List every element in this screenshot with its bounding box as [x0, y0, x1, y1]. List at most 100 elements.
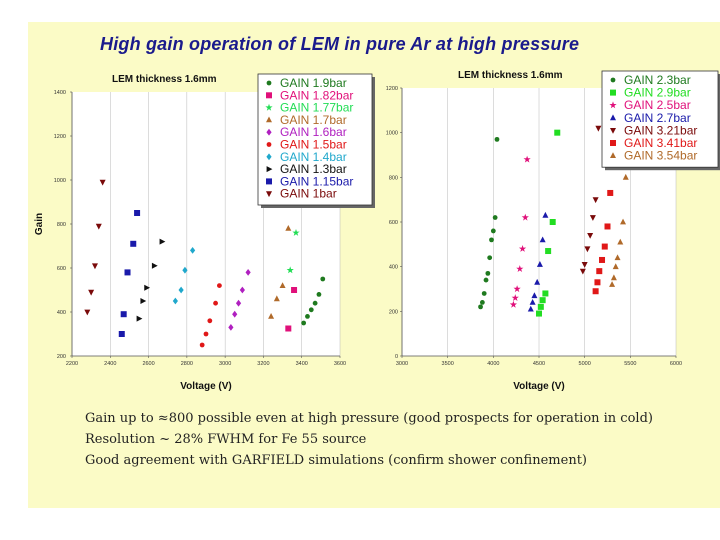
legend-marker [610, 128, 616, 134]
bullet-list: Gain up to ≈800 possible even at high pr… [85, 408, 653, 471]
data-point [594, 279, 601, 286]
data-point [617, 238, 624, 245]
legend-marker [266, 191, 272, 198]
data-point [554, 129, 561, 136]
data-point [305, 314, 310, 319]
x-tick-label: 2600 [142, 361, 154, 367]
data-point [518, 245, 527, 252]
data-point [199, 342, 205, 348]
legend-label: GAIN 1.5bar [280, 138, 347, 152]
data-point [239, 286, 245, 294]
data-point [536, 261, 543, 267]
data-point [481, 291, 487, 296]
data-point [268, 313, 275, 319]
data-point [494, 136, 500, 142]
data-point [537, 303, 544, 310]
data-point [511, 294, 519, 301]
legend-marker [610, 140, 616, 146]
data-point [542, 211, 549, 218]
y-tick-label: 200 [389, 309, 398, 315]
data-point [592, 288, 599, 295]
y-tick-label: 400 [57, 310, 66, 316]
legend-marker [265, 103, 273, 111]
legend-marker [266, 116, 272, 123]
data-point [292, 229, 300, 236]
x-tick-label: 6000 [670, 361, 682, 367]
y-tick-label: 600 [57, 266, 66, 272]
data-point [182, 266, 188, 274]
data-point [536, 310, 542, 317]
legend-marker [610, 77, 616, 83]
legend-label: GAIN 1.6bar [280, 125, 347, 139]
x-tick-label: 2200 [66, 361, 78, 367]
x-tick-label: 3500 [442, 361, 454, 367]
data-point [513, 285, 521, 293]
data-point [490, 228, 496, 234]
data-point [312, 300, 318, 306]
x-tick-label: 4500 [533, 361, 545, 367]
legend-marker [610, 89, 616, 96]
y-tick-label: 1400 [54, 90, 66, 96]
legend-marker [266, 178, 272, 185]
data-point [599, 256, 606, 263]
data-point [134, 210, 141, 216]
legend-label: GAIN 1.15bar [280, 174, 353, 188]
chart-title: LEM thickness 1.6mm [458, 70, 563, 81]
x-tick-label: 3000 [219, 361, 231, 367]
data-point [521, 213, 529, 221]
legend-label: GAIN 2.5bar [624, 98, 691, 112]
legend-marker [609, 101, 617, 109]
data-point [587, 233, 594, 239]
legend-marker [610, 114, 616, 121]
data-point [620, 218, 627, 225]
data-point [595, 125, 602, 132]
data-point [531, 292, 538, 299]
data-point [483, 277, 489, 283]
y-axis-label: Gain [34, 213, 45, 235]
y-tick-label: 200 [57, 354, 66, 360]
legend-label: GAIN 2.9bar [624, 86, 691, 100]
data-point [88, 289, 95, 296]
data-point [612, 263, 619, 270]
data-point [178, 286, 184, 294]
data-point [286, 266, 294, 274]
data-point [120, 311, 127, 318]
legend-marker [266, 80, 272, 86]
data-point [203, 331, 209, 337]
x-axis-label: Voltage (V) [513, 381, 564, 392]
y-tick-label: 1000 [386, 131, 398, 137]
x-tick-label: 3000 [396, 361, 408, 367]
data-point [291, 287, 298, 293]
y-tick-label: 0 [395, 354, 398, 360]
data-point [604, 223, 611, 230]
x-axis-label: Voltage (V) [180, 381, 231, 392]
x-tick-label: 2800 [181, 361, 193, 367]
data-point [228, 324, 234, 331]
legend-marker [266, 142, 272, 147]
y-tick-label: 1200 [386, 86, 398, 92]
data-point [320, 276, 326, 282]
bullet-item: Gain up to ≈800 possible even at high pr… [85, 411, 653, 426]
x-tick-label: 3600 [334, 361, 346, 367]
legend-box [257, 73, 373, 206]
y-tick-label: 1000 [54, 178, 66, 184]
data-point [235, 299, 242, 307]
data-point [509, 300, 517, 308]
data-point [217, 283, 222, 288]
y-tick-label: 1200 [54, 134, 66, 140]
x-tick-label: 5000 [579, 361, 591, 367]
data-point [596, 268, 603, 275]
data-point [485, 270, 491, 276]
data-point [527, 305, 534, 312]
legend-marker [266, 128, 272, 136]
legend-label: GAIN 2.3bar [624, 73, 691, 87]
data-point [584, 246, 591, 253]
data-point [614, 254, 621, 261]
data-point [479, 300, 485, 305]
data-point [144, 284, 151, 291]
legend-label: GAIN 1.4bar [280, 150, 347, 164]
y-tick-label: 400 [389, 265, 398, 271]
data-point [523, 155, 531, 163]
